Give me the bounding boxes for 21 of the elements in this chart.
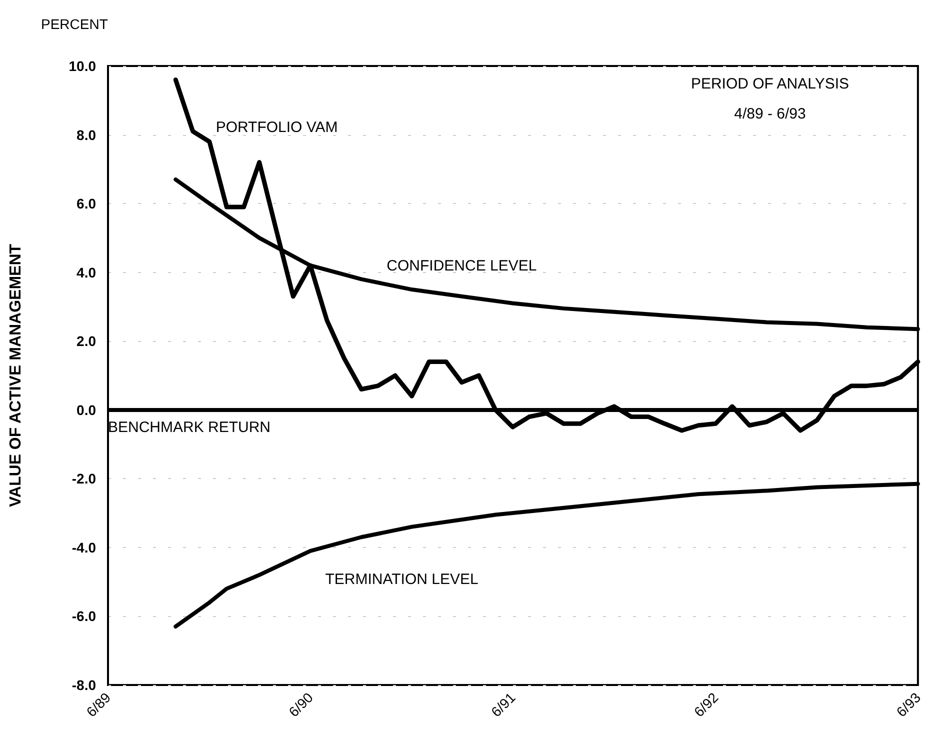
annotation: PERIOD OF ANALYSIS <box>690 76 850 92</box>
y-tick-label: -6.0 <box>72 608 96 624</box>
series-label: TERMINATION LEVEL <box>325 570 478 588</box>
y-tick-label: 4.0 <box>76 264 96 280</box>
y-tick-label: 8.0 <box>76 126 96 143</box>
x-tick-label: 6/91 <box>488 689 518 720</box>
y-tick-label: -2.0 <box>72 470 96 487</box>
y-axis-title: VALUE OF ACTIVE MANAGEMENT <box>8 244 24 508</box>
series-label: CONFIDENCE LEVEL <box>386 257 537 274</box>
annotation: 4/89 - 6/93 <box>734 106 806 122</box>
y-tick-label: -4.0 <box>72 539 96 556</box>
y-tick-label: 2.0 <box>76 333 96 350</box>
ref-line-label: BENCHMARK RETURN <box>108 418 271 436</box>
y-tick-label: 10.0 <box>68 58 96 74</box>
x-tick-label: 6/93 <box>893 689 924 720</box>
y-tick-label: 6.0 <box>76 196 96 212</box>
x-tick-label: 6/92 <box>690 689 722 720</box>
chart-title: PERCENT <box>41 16 108 32</box>
x-tick-label: 6/90 <box>285 689 316 720</box>
y-tick-label: 0.0 <box>76 402 96 418</box>
series-label: PORTFOLIO VAM <box>216 118 338 136</box>
